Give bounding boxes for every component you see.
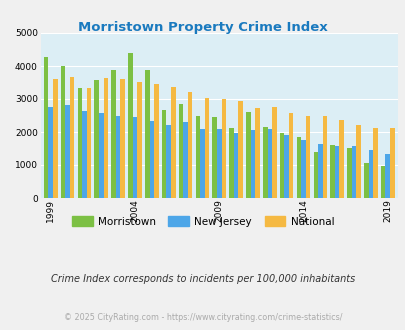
Bar	[238, 101, 242, 198]
Bar	[255, 108, 259, 198]
Bar	[245, 112, 250, 198]
Bar	[154, 84, 158, 198]
Bar	[77, 88, 82, 198]
Bar	[284, 135, 288, 198]
Bar	[339, 120, 343, 198]
Bar	[200, 129, 204, 198]
Text: © 2025 CityRating.com - https://www.cityrating.com/crime-statistics/: © 2025 CityRating.com - https://www.city…	[64, 314, 341, 322]
Bar	[322, 116, 326, 198]
Bar	[363, 163, 368, 198]
Bar	[120, 79, 125, 198]
Bar	[317, 144, 322, 198]
Bar	[178, 104, 183, 198]
Bar	[368, 150, 372, 198]
Bar	[99, 113, 103, 198]
Bar	[301, 140, 305, 198]
Bar	[313, 152, 317, 198]
Bar	[111, 70, 115, 198]
Bar	[137, 82, 141, 198]
Bar	[389, 128, 394, 198]
Bar	[233, 133, 238, 198]
Bar	[70, 77, 74, 198]
Bar	[82, 111, 87, 198]
Bar	[271, 107, 276, 198]
Bar	[229, 128, 233, 198]
Bar	[334, 146, 339, 198]
Bar	[372, 128, 377, 198]
Bar	[149, 121, 154, 198]
Bar	[195, 116, 200, 198]
Bar	[296, 137, 301, 198]
Bar	[330, 145, 334, 198]
Bar	[65, 105, 70, 198]
Bar	[48, 107, 53, 198]
Bar	[267, 129, 271, 198]
Bar	[166, 125, 171, 198]
Bar	[279, 133, 283, 198]
Bar	[94, 80, 99, 198]
Bar	[188, 92, 192, 198]
Bar	[87, 88, 91, 198]
Bar	[44, 57, 48, 198]
Bar	[183, 122, 188, 198]
Bar	[204, 98, 209, 198]
Bar	[103, 78, 108, 198]
Bar	[221, 99, 226, 198]
Bar	[216, 129, 221, 198]
Bar	[162, 110, 166, 198]
Bar	[128, 53, 132, 198]
Text: Crime Index corresponds to incidents per 100,000 inhabitants: Crime Index corresponds to incidents per…	[51, 274, 354, 284]
Bar	[356, 125, 360, 198]
Bar	[145, 70, 149, 198]
Bar	[288, 113, 293, 198]
Legend: Morristown, New Jersey, National: Morristown, New Jersey, National	[68, 212, 337, 231]
Bar	[346, 148, 351, 198]
Bar	[250, 130, 255, 198]
Bar	[351, 146, 356, 198]
Bar	[212, 117, 216, 198]
Bar	[262, 127, 267, 198]
Bar	[384, 154, 389, 198]
Bar	[132, 117, 137, 198]
Bar	[53, 79, 58, 198]
Bar	[61, 66, 65, 198]
Bar	[305, 116, 309, 198]
Bar	[115, 116, 120, 198]
Bar	[171, 87, 175, 198]
Text: Morristown Property Crime Index: Morristown Property Crime Index	[78, 21, 327, 34]
Bar	[380, 166, 384, 198]
